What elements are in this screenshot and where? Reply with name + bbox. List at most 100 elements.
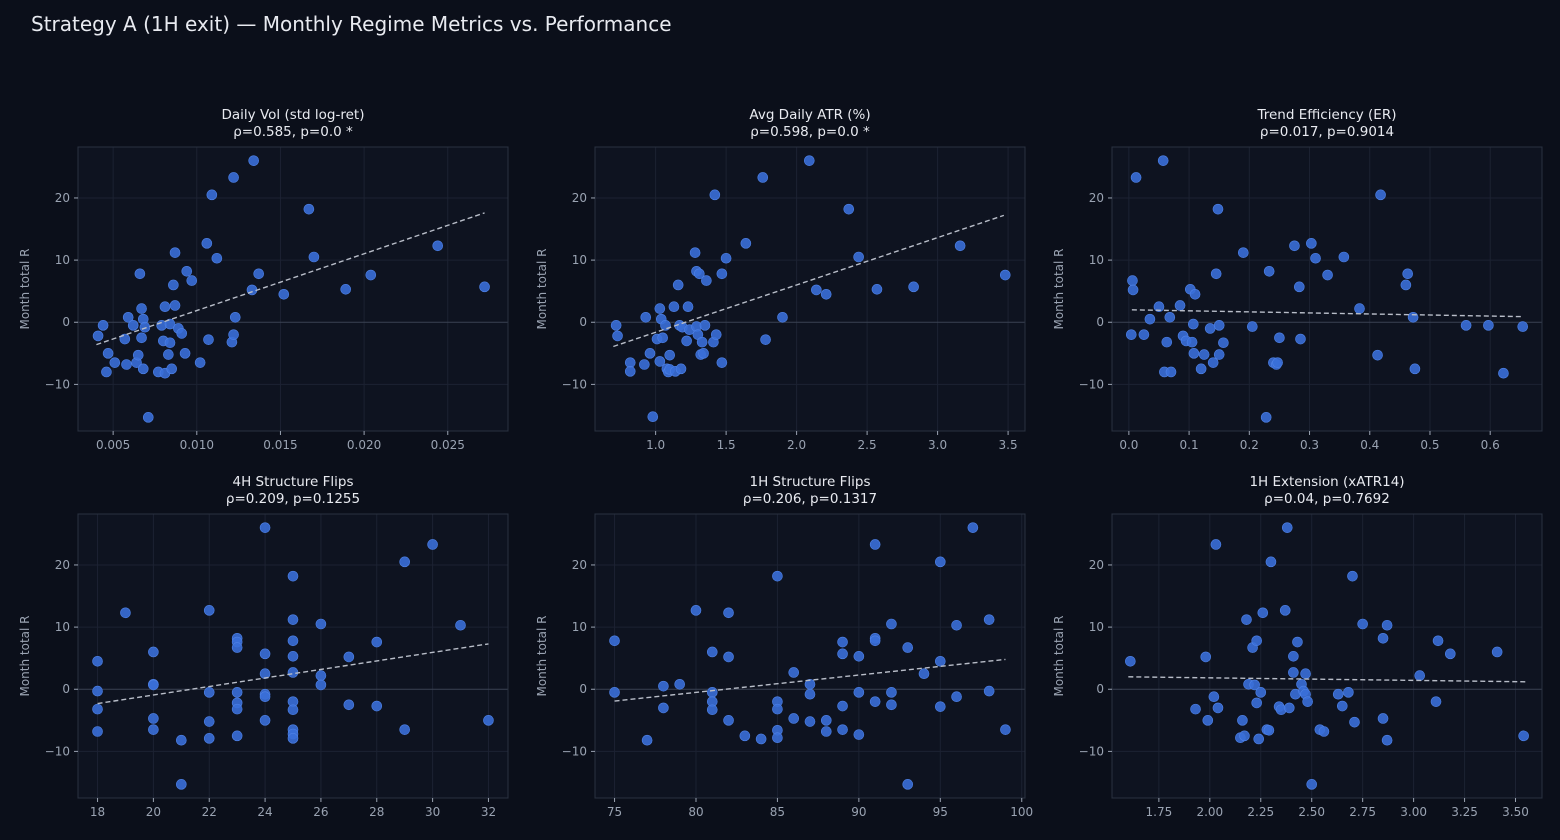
data-point — [1260, 412, 1272, 423]
data-point — [951, 691, 962, 703]
data-point — [1402, 268, 1414, 280]
y-axis-label: Month total R — [18, 248, 32, 329]
data-point — [710, 329, 722, 340]
data-point — [1189, 288, 1201, 300]
y-tick-label: −10 — [1079, 744, 1104, 758]
x-tick-label: 30 — [425, 805, 440, 819]
data-point — [1375, 189, 1386, 201]
data-point — [1279, 605, 1291, 616]
data-point — [1357, 618, 1368, 630]
data-point — [716, 268, 728, 280]
chart-subtitle: ρ=0.585, p=0.0 * — [233, 124, 353, 140]
data-point — [136, 303, 147, 314]
chart-panel-1: 0.005 0.010 0.015 0.020 0.025 −10 0 10 20 Month t… — [18, 107, 509, 452]
data-point — [999, 269, 1011, 281]
x-tick-label: 24 — [257, 805, 272, 819]
y-tick-label: 0 — [579, 315, 587, 329]
data-point — [641, 734, 653, 746]
data-point — [757, 172, 769, 183]
data-point — [853, 729, 865, 740]
data-point — [1349, 716, 1360, 728]
data-point — [136, 332, 147, 344]
data-point — [1306, 779, 1318, 790]
y-axis-label: Month total R — [535, 615, 549, 696]
data-point — [371, 700, 383, 712]
data-point — [194, 357, 206, 368]
x-tick-label: 32 — [481, 805, 496, 819]
data-point — [109, 357, 121, 368]
y-tick-label: 0 — [62, 682, 70, 696]
data-point — [983, 685, 995, 697]
data-point — [1318, 726, 1330, 737]
data-point — [1377, 713, 1389, 724]
chart-title: Trend Efficiency (ER) — [1256, 107, 1396, 123]
data-point — [231, 642, 243, 653]
data-point — [853, 251, 864, 263]
plot-area — [78, 147, 508, 431]
data-point — [837, 724, 848, 735]
data-point — [1263, 265, 1275, 277]
data-point — [820, 288, 832, 300]
data-point — [837, 700, 848, 712]
data-point — [1165, 366, 1177, 378]
x-tick-label: 95 — [933, 805, 948, 819]
data-point — [148, 679, 159, 691]
data-point — [1247, 321, 1258, 332]
data-point — [777, 311, 788, 323]
data-point — [159, 301, 171, 313]
x-tick-label: 3.50 — [1502, 805, 1529, 819]
data-point — [660, 320, 671, 331]
data-point — [723, 607, 734, 619]
data-point — [871, 284, 883, 295]
data-point — [122, 311, 134, 323]
data-point — [343, 699, 355, 711]
data-point — [624, 366, 636, 377]
data-point — [869, 696, 881, 707]
x-tick-label: 2.5 — [858, 438, 877, 452]
data-point — [935, 556, 946, 568]
chart-panel-3: 0.0 0.1 0.2 0.3 0.4 0.5 0.6 −10 0 10 20 Month total… — [1052, 107, 1543, 452]
data-point — [1125, 655, 1136, 667]
data-point — [1295, 333, 1306, 345]
data-point — [259, 648, 271, 660]
data-point — [148, 724, 159, 735]
data-point — [287, 651, 299, 662]
y-tick-label: 10 — [1089, 620, 1104, 634]
data-point — [1272, 357, 1283, 368]
data-point — [682, 301, 694, 313]
data-point — [664, 349, 676, 361]
data-point — [1190, 703, 1201, 715]
data-point — [1310, 252, 1321, 264]
y-axis-label: Month total R — [535, 248, 549, 329]
data-point — [709, 189, 721, 201]
data-point — [639, 359, 650, 370]
y-tick-label: −10 — [45, 744, 70, 758]
data-point — [1138, 329, 1150, 340]
data-point — [820, 726, 832, 737]
data-point — [658, 680, 669, 692]
data-point — [399, 556, 410, 568]
data-point — [101, 366, 112, 378]
data-point — [253, 268, 265, 280]
data-point — [967, 522, 979, 533]
data-point — [701, 275, 712, 286]
data-point — [134, 268, 146, 280]
data-point — [1212, 702, 1224, 714]
data-point — [206, 189, 218, 201]
data-point — [681, 335, 692, 347]
data-point — [203, 716, 215, 727]
data-point — [1332, 688, 1344, 700]
chart-title: 4H Structure Flips — [233, 474, 354, 490]
y-axis-label: Month total R — [18, 615, 32, 696]
x-tick-label: 18 — [90, 805, 105, 819]
data-point — [706, 687, 718, 698]
data-point — [308, 251, 320, 263]
data-point — [674, 678, 685, 690]
trend-line — [614, 658, 1006, 702]
chart-subtitle: ρ=0.017, p=0.9014 — [1260, 124, 1394, 140]
y-tick-label: 20 — [572, 558, 587, 572]
data-point — [1251, 697, 1262, 709]
data-point — [694, 268, 705, 280]
